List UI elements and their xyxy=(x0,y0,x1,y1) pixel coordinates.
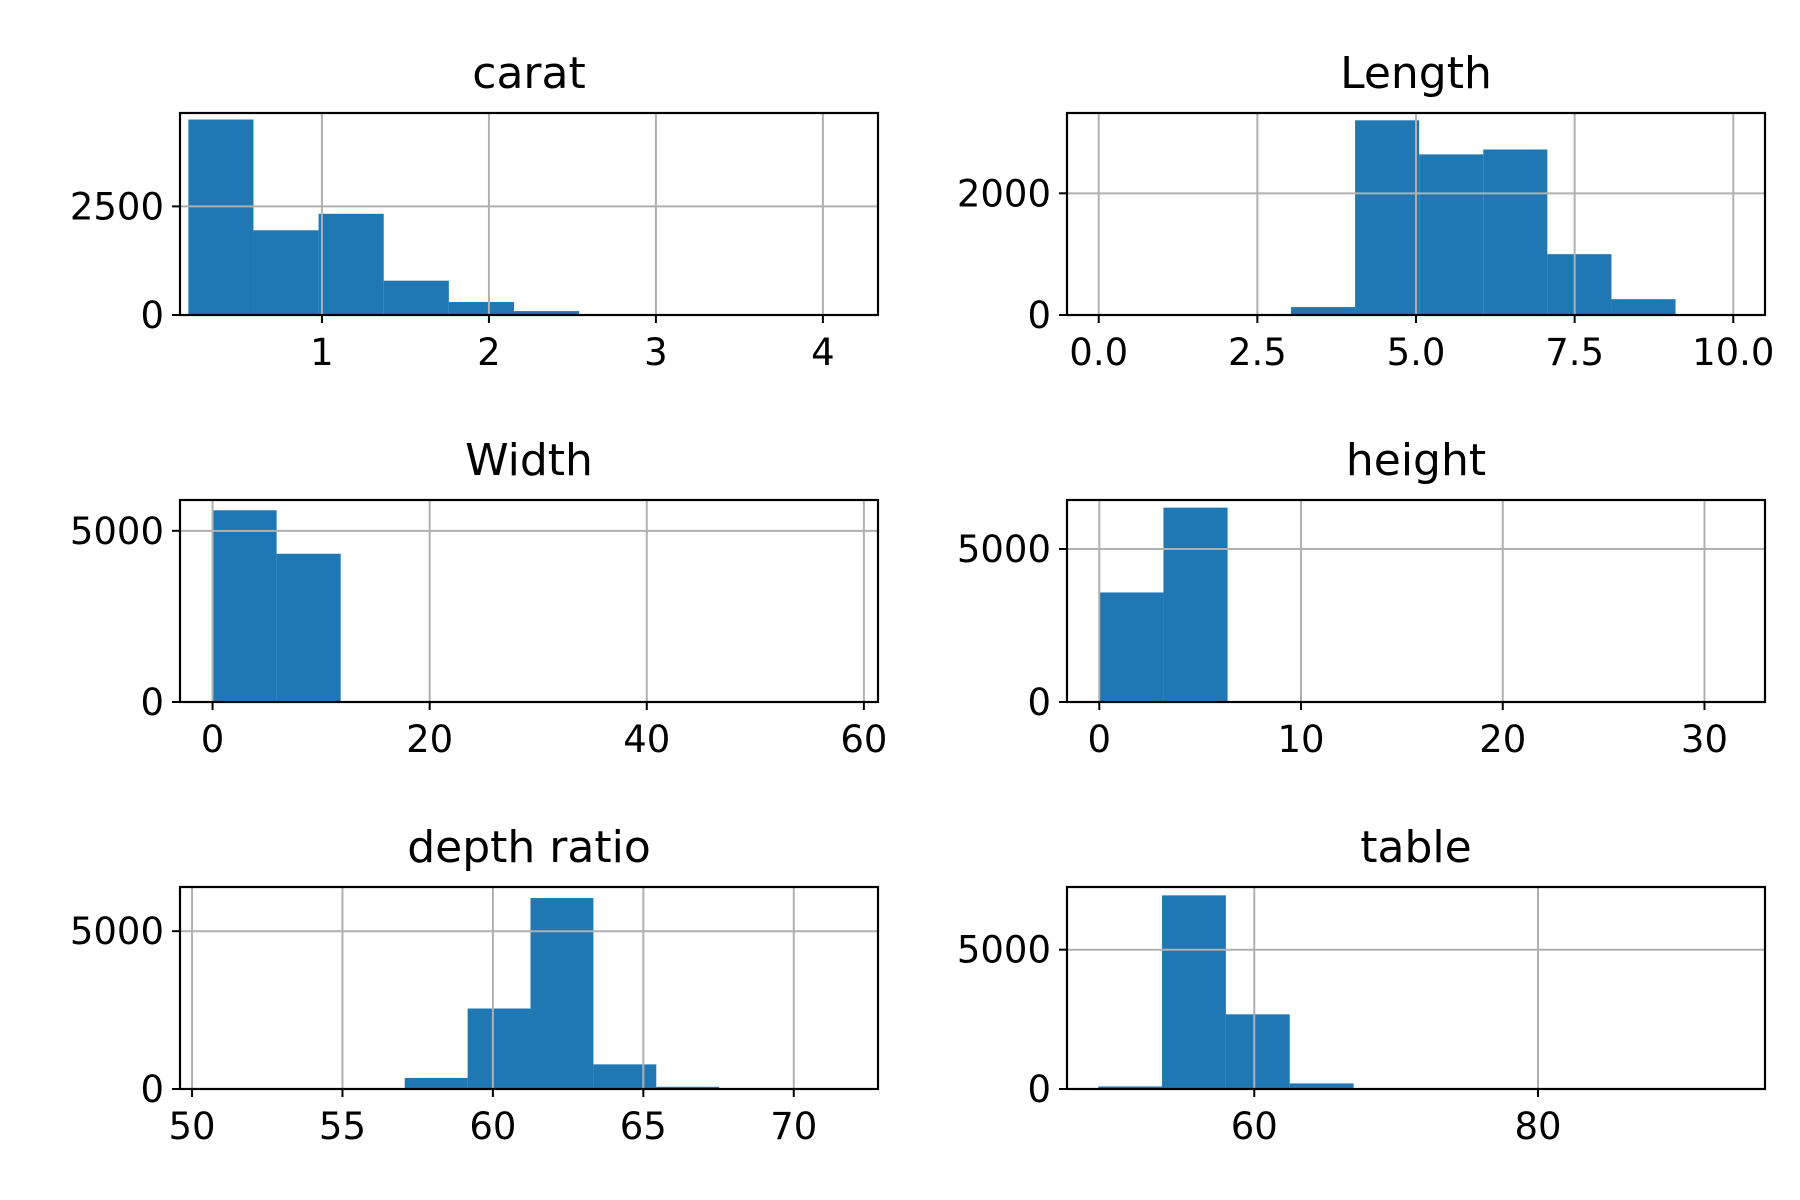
histogram-bar xyxy=(593,1064,657,1089)
histogram-bar xyxy=(1611,299,1676,315)
y-tick-label: 5000 xyxy=(70,510,164,553)
histogram-bar xyxy=(1163,507,1228,702)
subplot-title: height xyxy=(1346,435,1486,486)
x-tick-label: 2 xyxy=(477,331,501,374)
histogram-panel-1: 1 2 3 4 0 2500 carat xyxy=(70,48,880,374)
axes-frame xyxy=(1065,885,1767,1091)
x-tick-label: 60 xyxy=(840,718,887,761)
axes-frame xyxy=(178,498,880,704)
histogram-bar xyxy=(1225,1014,1290,1089)
x-tick-label: 2.5 xyxy=(1228,331,1287,374)
x-tick-label: 40 xyxy=(623,718,670,761)
histogram-bar xyxy=(1099,592,1164,702)
histogram-panel-2: 0.0 2.5 5.0 7.5 10.0 0 2000 Length xyxy=(957,48,1775,374)
x-tick-label: 20 xyxy=(1479,718,1526,761)
histogram-bar xyxy=(1483,149,1548,315)
x-tick-label: 80 xyxy=(1514,1105,1561,1148)
x-tick-label: 10.0 xyxy=(1692,331,1774,374)
x-tick-label: 4 xyxy=(811,331,835,374)
bars xyxy=(1098,895,1737,1089)
y-tick-label: 0 xyxy=(140,294,164,337)
histogram-panel-4: 0 10 20 30 0 5000 height xyxy=(957,435,1767,761)
histogram-panel-6: 60 80 0 5000 table xyxy=(957,822,1767,1148)
x-tick-label: 60 xyxy=(469,1105,516,1148)
x-tick-label: 30 xyxy=(1681,718,1728,761)
histogram-bar xyxy=(383,280,449,315)
subplot-title: carat xyxy=(472,48,585,99)
histogram-bar xyxy=(1098,1086,1163,1089)
histogram-bar xyxy=(188,119,254,315)
x-tick-label: 1 xyxy=(310,331,334,374)
x-tick-label: 0.0 xyxy=(1069,331,1128,374)
x-tick-label: 70 xyxy=(770,1105,817,1148)
axes-frame xyxy=(178,111,880,317)
y-tick-label: 0 xyxy=(1027,294,1051,337)
histogram-bar xyxy=(1162,895,1226,1089)
y-tick-label: 5000 xyxy=(957,528,1051,571)
histogram-bar xyxy=(513,311,580,315)
histogram-bar xyxy=(656,1086,720,1089)
histogram-bar xyxy=(1547,254,1612,315)
y-tick-label: 2000 xyxy=(957,172,1051,215)
histogram-bar xyxy=(1419,154,1484,315)
y-tick-label: 0 xyxy=(140,681,164,724)
histogram-bar xyxy=(212,510,277,702)
bars xyxy=(212,510,852,702)
x-tick-label: 20 xyxy=(406,718,453,761)
x-tick-label: 60 xyxy=(1231,1105,1278,1148)
histogram-bar xyxy=(318,213,384,315)
x-tick-label: 55 xyxy=(319,1105,366,1148)
bars xyxy=(1099,507,1741,702)
histogram-bar xyxy=(1289,1083,1354,1089)
y-tick-label: 5000 xyxy=(957,929,1051,972)
histogram-panel-5: 50 55 60 65 70 0 5000 depth ratio xyxy=(70,822,880,1148)
subplot-title: Length xyxy=(1340,48,1492,99)
bars xyxy=(188,119,840,315)
y-tick-label: 0 xyxy=(1027,681,1051,724)
x-tick-label: 5.0 xyxy=(1387,331,1446,374)
y-tick-label: 0 xyxy=(1027,1068,1051,1111)
subplot-title: depth ratio xyxy=(407,822,651,873)
bars xyxy=(216,898,845,1089)
x-tick-label: 10 xyxy=(1277,718,1324,761)
axes-frame xyxy=(1065,498,1767,704)
x-tick-label: 3 xyxy=(644,331,668,374)
x-tick-label: 0 xyxy=(1088,718,1112,761)
histogram-bar xyxy=(253,230,319,315)
histogram-bar xyxy=(276,553,341,702)
y-tick-label: 0 xyxy=(140,1068,164,1111)
subplot-title: Width xyxy=(465,435,593,486)
histogram-panel-3: 0 20 40 60 0 5000 Width xyxy=(70,435,888,761)
y-tick-label: 2500 xyxy=(70,185,164,228)
x-tick-label: 65 xyxy=(620,1105,667,1148)
histogram-bar xyxy=(448,301,514,315)
x-tick-label: 50 xyxy=(168,1105,215,1148)
bars xyxy=(1098,120,1676,315)
x-tick-label: 0 xyxy=(201,718,225,761)
histogram-bar xyxy=(404,1077,468,1089)
subplot-title: table xyxy=(1360,822,1471,873)
axes-frame xyxy=(178,885,880,1091)
x-tick-label: 7.5 xyxy=(1545,331,1604,374)
histogram-bar xyxy=(530,898,594,1089)
y-tick-label: 5000 xyxy=(70,910,164,953)
histogram-bar xyxy=(1355,120,1420,315)
histogram-bar xyxy=(467,1008,531,1089)
histogram-bar xyxy=(1290,307,1356,315)
